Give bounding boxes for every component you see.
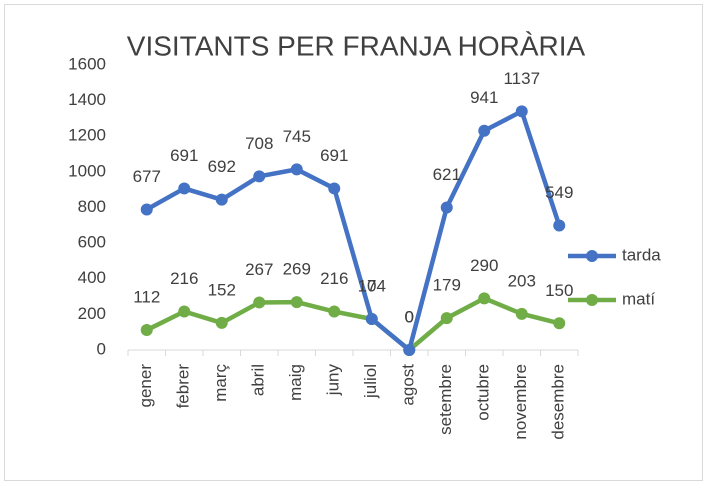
series-line: [145, 109, 562, 353]
data-label: 621: [433, 165, 461, 184]
y-tick-label: 1000: [68, 161, 106, 180]
data-point: [515, 105, 528, 118]
data-point: [403, 344, 416, 356]
data-label: 203: [508, 271, 536, 290]
data-label: 269: [283, 260, 311, 279]
data-point: [440, 201, 453, 214]
data-point: [178, 305, 191, 318]
legend-label: tarda: [622, 245, 661, 264]
data-label: 708: [245, 134, 273, 153]
y-tick-label: 200: [78, 304, 106, 323]
data-label: 267: [245, 260, 273, 279]
series-line: [145, 296, 560, 353]
data-label: 691: [320, 146, 348, 165]
x-tick-label: novembre: [511, 364, 530, 440]
y-tick-label: 600: [78, 233, 106, 252]
data-point: [178, 182, 191, 195]
data-label: 677: [133, 167, 161, 186]
data-label: 150: [545, 281, 573, 300]
y-tick-label: 1200: [68, 126, 106, 145]
data-label: 152: [208, 280, 236, 299]
data-point: [365, 313, 378, 326]
data-point: [253, 296, 266, 309]
data-point: [140, 324, 153, 337]
data-label: 179: [433, 276, 461, 295]
data-point: [215, 193, 228, 206]
data-point: [290, 163, 303, 176]
y-tick-label: 400: [78, 268, 106, 287]
data-point: [440, 312, 453, 325]
data-point: [515, 307, 528, 320]
data-label: 174: [358, 276, 386, 295]
legend-label: matí: [622, 289, 655, 308]
data-label: 0: [405, 307, 414, 326]
data-label: 290: [470, 256, 498, 275]
x-tick-label: febrer: [174, 364, 193, 409]
y-tick-label: 1600: [68, 54, 106, 73]
x-tick-label: agost: [399, 364, 418, 406]
y-tick-label: 800: [78, 197, 106, 216]
data-label: 216: [170, 269, 198, 288]
data-label: 549: [545, 183, 573, 202]
x-tick-label: juliol: [361, 364, 380, 399]
data-point: [328, 305, 341, 318]
data-label: 0: [367, 276, 376, 295]
data-label: 1137: [503, 69, 540, 88]
data-point: [215, 316, 228, 329]
x-tick-label: setembre: [436, 364, 455, 435]
x-tick-label: octubre: [474, 364, 493, 421]
data-label: 692: [208, 157, 236, 176]
y-tick-label: 0: [97, 339, 106, 358]
data-point: [478, 292, 491, 305]
x-tick-label: juny: [324, 364, 343, 397]
x-tick-label: maig: [286, 364, 305, 401]
x-tick-label: abril: [249, 364, 268, 396]
chart-title: VISITANTS PER FRANJA HORÀRIA: [127, 30, 586, 61]
chart-border: [4, 4, 703, 481]
y-tick-label: 1400: [68, 90, 106, 109]
data-point: [253, 170, 266, 183]
data-label: 745: [283, 127, 311, 146]
data-point: [328, 182, 341, 195]
x-tick-label: desembre: [549, 364, 568, 440]
data-label: 941: [470, 88, 498, 107]
data-label: 216: [320, 269, 348, 288]
data-point: [553, 219, 566, 232]
legend-marker: [586, 250, 598, 262]
legend-marker: [586, 294, 598, 306]
data-label: 691: [170, 146, 198, 165]
data-point: [553, 317, 566, 330]
data-label: 112: [133, 288, 160, 307]
data-point: [140, 203, 153, 216]
x-tick-label: març: [211, 364, 230, 402]
x-tick-label: gener: [136, 364, 155, 408]
data-label: 0: [405, 307, 414, 326]
data-point: [290, 296, 303, 309]
data-point: [478, 124, 491, 137]
